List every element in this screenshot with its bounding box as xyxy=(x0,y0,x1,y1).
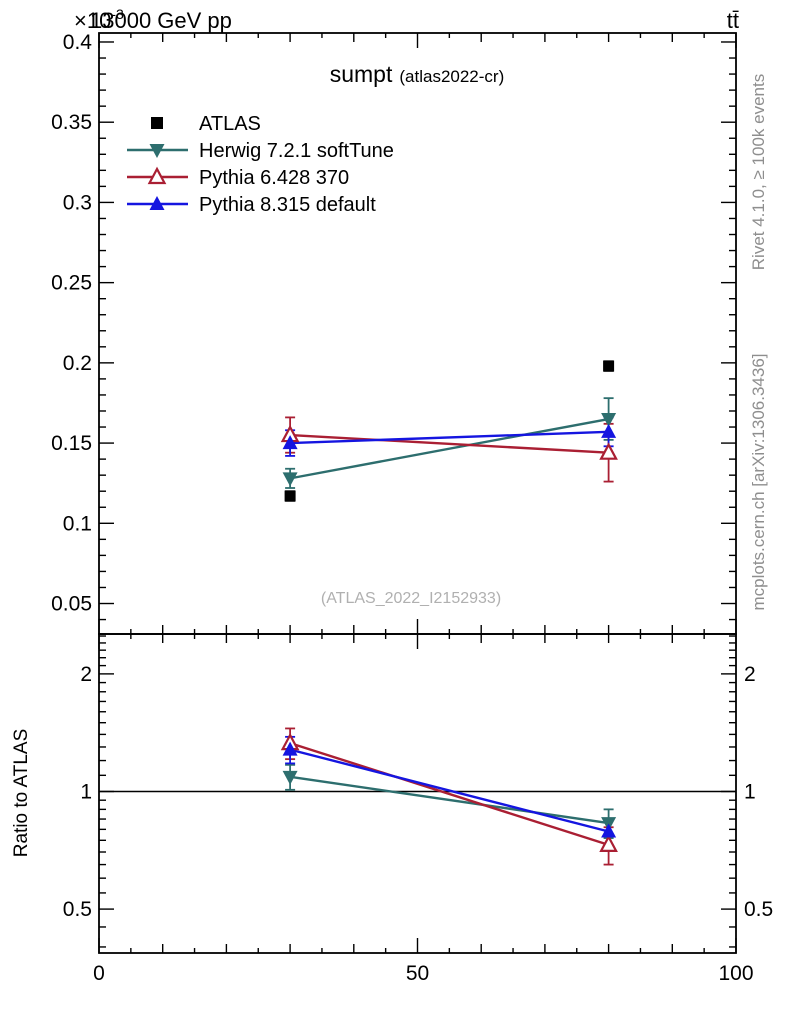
svg-text:0.5: 0.5 xyxy=(63,898,92,921)
legend-entry-pythia8: Pythia 8.315 default xyxy=(127,194,376,216)
ratio-y-axis-ticks: 0.5 0.5 1 1 2 2 xyxy=(63,635,773,948)
legend: ATLAS Herwig 7.2.1 softTune Pythia 6.428… xyxy=(127,113,394,216)
svg-text:0.25: 0.25 xyxy=(51,272,92,295)
x-axis-ticks: 0 50 100 xyxy=(93,33,754,985)
svg-text:0.15: 0.15 xyxy=(51,432,92,455)
svg-text:0: 0 xyxy=(93,962,105,985)
triangle-down-icon xyxy=(149,144,165,158)
svg-text:100: 100 xyxy=(718,962,753,985)
svg-text:1: 1 xyxy=(80,780,92,803)
legend-label-atlas: ATLAS xyxy=(199,113,261,135)
legend-label-pythia6: Pythia 6.428 370 xyxy=(199,167,349,189)
beam-energy-label: 13000 GeV pp xyxy=(90,8,232,33)
y-axis-scale-label: ×10-3 xyxy=(74,6,124,33)
ratio-panel-series xyxy=(280,727,618,866)
legend-entry-atlas: ATLAS xyxy=(151,113,261,135)
plot-title: sumpt (atlas2022-cr) xyxy=(330,61,505,87)
svg-text:0.05: 0.05 xyxy=(51,593,92,616)
square-marker-icon xyxy=(151,117,163,129)
svg-text:0.5: 0.5 xyxy=(744,898,773,921)
rivet-version-label: Rivet 4.1.0, ≥ 100k events xyxy=(749,74,768,270)
triangle-up-open-icon xyxy=(147,166,167,185)
process-label: tt̄ xyxy=(727,8,739,33)
svg-text:1: 1 xyxy=(744,780,756,803)
svg-text:50: 50 xyxy=(406,962,429,985)
mcplots-credit-label: mcplots.cern.ch [arXiv:1306.3436] xyxy=(749,353,768,610)
main-panel-series xyxy=(280,360,618,502)
main-y-axis-ticks: 0.05 0.1 0.15 0.2 0.25 0.3 0.35 0.4 xyxy=(51,31,736,621)
panel-frames xyxy=(98,32,737,954)
legend-entry-pythia6: Pythia 6.428 370 xyxy=(127,166,349,189)
legend-label-pythia8: Pythia 8.315 default xyxy=(199,194,376,216)
triangle-up-icon xyxy=(149,196,165,210)
svg-text:0.2: 0.2 xyxy=(63,352,92,375)
watermark: (ATLAS_2022_I2152933) xyxy=(321,590,501,607)
legend-entry-herwig: Herwig 7.2.1 softTune xyxy=(127,140,394,162)
svg-text:2: 2 xyxy=(744,663,756,686)
svg-text:2: 2 xyxy=(80,663,92,686)
legend-label-herwig: Herwig 7.2.1 softTune xyxy=(199,140,394,162)
svg-text:0.1: 0.1 xyxy=(63,512,92,535)
svg-text:0.4: 0.4 xyxy=(63,31,93,54)
svg-text:0.35: 0.35 xyxy=(51,111,92,134)
ratio-axis-title: Ratio to ATLAS xyxy=(11,729,32,858)
svg-text:0.3: 0.3 xyxy=(63,191,92,214)
